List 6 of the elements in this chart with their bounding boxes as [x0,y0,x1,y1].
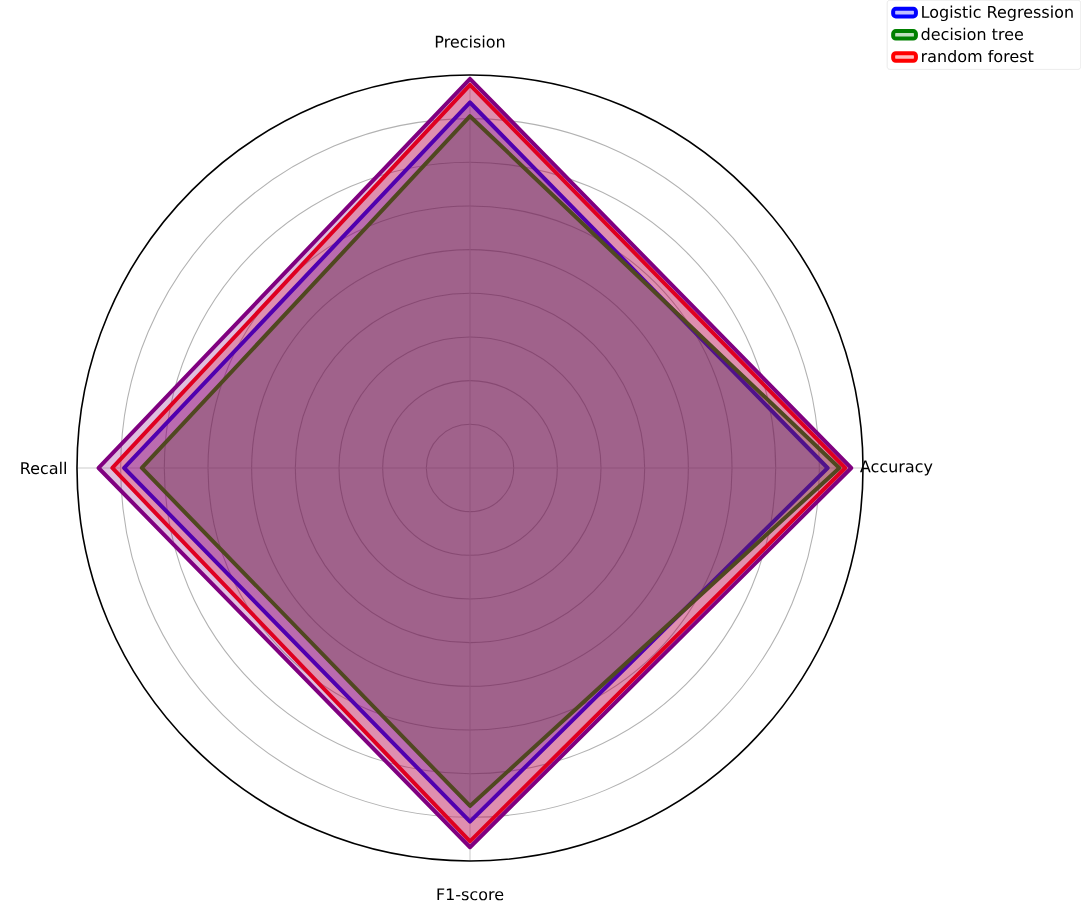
spoke-label: F1-score [437,888,504,901]
spoke-label: Recall [21,461,66,475]
legend-label: decision tree [921,27,1023,41]
legend-label: Logistic Regression [922,5,1073,22]
spoke-label: Precision [435,35,505,48]
legend-label: random forest [922,49,1034,63]
